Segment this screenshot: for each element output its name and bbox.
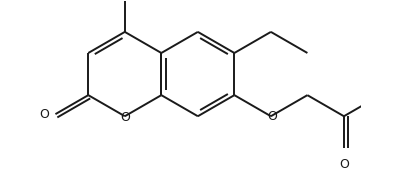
Text: O: O <box>120 111 130 124</box>
Text: O: O <box>339 158 349 171</box>
Text: O: O <box>40 108 50 121</box>
Text: O: O <box>267 110 277 123</box>
